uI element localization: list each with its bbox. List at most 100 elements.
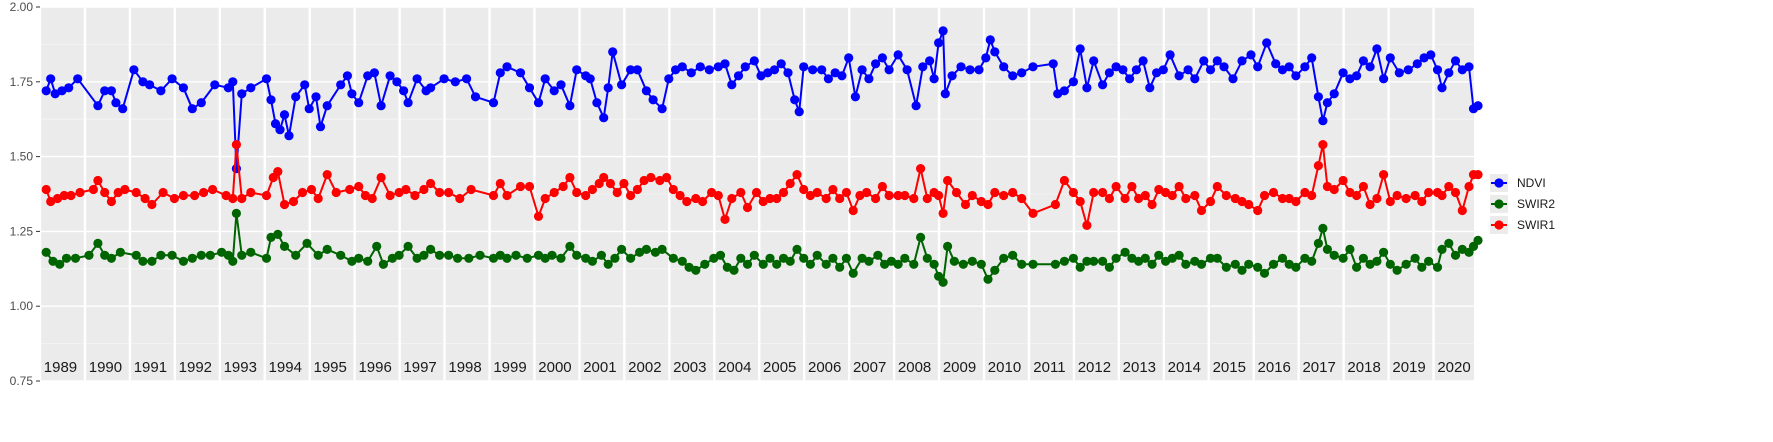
year-label-1990: 1990 [89, 359, 122, 376]
data-point-swir2 [1372, 256, 1382, 266]
data-point-swir1 [572, 187, 582, 198]
data-point-swir1 [533, 211, 544, 221]
data-point-swir1 [147, 199, 157, 210]
data-point-swir1 [785, 178, 795, 189]
data-point-swir1 [778, 187, 789, 198]
data-point-swir1 [587, 184, 598, 195]
data-point-ndvi [776, 59, 786, 69]
data-point-ndvi [1174, 71, 1184, 81]
data-point-ndvi [1068, 77, 1078, 87]
data-point-ndvi [608, 47, 618, 57]
data-point-swir1 [1147, 199, 1157, 210]
data-point-swir2 [749, 250, 759, 260]
data-point-ndvi [1372, 44, 1382, 54]
data-point-ndvi [1237, 56, 1247, 66]
data-point-ndvi [1219, 62, 1229, 72]
data-point-ndvi [626, 65, 636, 75]
year-label-2000: 2000 [538, 359, 571, 376]
data-point-swir1 [1190, 190, 1200, 201]
data-point-ndvi [439, 74, 449, 84]
data-point-swir1 [279, 199, 290, 210]
data-point-ndvi [1008, 71, 1018, 81]
year-label-2008: 2008 [898, 359, 931, 376]
data-point-swir2 [138, 256, 148, 266]
data-point-swir1 [1291, 196, 1301, 207]
data-point-ndvi [246, 83, 256, 93]
data-point-swir2 [758, 259, 768, 269]
data-point-swir1 [466, 184, 476, 195]
data-point-swir1 [990, 187, 1000, 198]
data-point-swir1 [66, 190, 76, 201]
data-point-swir1 [632, 184, 643, 195]
data-point-swir2 [354, 253, 364, 263]
year-label-2014: 2014 [1168, 359, 1201, 376]
data-point-swir2 [772, 259, 782, 269]
legend: NDVI SWIR2 SWIR1 [1483, 168, 1563, 240]
data-point-ndvi [1379, 74, 1389, 84]
data-point-swir1 [410, 190, 420, 201]
year-label-1999: 1999 [493, 359, 526, 376]
data-point-ndvi [981, 53, 991, 63]
data-point-ndvi [426, 83, 436, 93]
data-point-ndvi [106, 86, 116, 96]
data-point-swir2 [929, 259, 939, 269]
data-point-swir2 [909, 259, 919, 269]
data-point-swir2 [394, 250, 404, 260]
data-point-swir1 [720, 214, 730, 224]
data-point-ndvi [533, 98, 544, 108]
data-point-ndvi [592, 98, 602, 108]
data-point-swir1 [41, 184, 51, 195]
data-point-ndvi [790, 95, 800, 105]
data-point-ndvi [129, 65, 139, 75]
data-point-swir2 [587, 256, 598, 266]
data-point-ndvi [311, 92, 321, 102]
data-point-swir1 [140, 193, 150, 204]
data-point-swir2 [900, 253, 910, 263]
data-point-swir2 [603, 259, 613, 269]
data-point-ndvi [1464, 62, 1474, 72]
data-point-swir2 [1392, 265, 1402, 275]
data-point-swir2 [799, 253, 809, 263]
data-point-ndvi [261, 74, 272, 84]
data-point-ndvi [603, 83, 613, 93]
legend-label-swir2: SWIR2 [1517, 197, 1555, 211]
data-point-ndvi [1313, 92, 1323, 102]
data-point-swir1 [960, 199, 971, 210]
data-point-ndvi [918, 62, 928, 72]
data-point-swir2 [785, 256, 795, 266]
data-point-swir2 [848, 268, 858, 278]
data-point-swir1 [1365, 199, 1375, 210]
data-point-ndvi [769, 65, 780, 75]
year-label-2019: 2019 [1392, 359, 1425, 376]
legend-label-swir1: SWIR1 [1517, 218, 1555, 232]
data-point-swir1 [1259, 190, 1270, 201]
data-point-swir2 [841, 253, 852, 263]
year-label-2006: 2006 [808, 359, 841, 376]
data-point-ndvi [1125, 74, 1135, 84]
data-point-ndvi [641, 86, 652, 96]
data-point-swir2 [403, 241, 413, 251]
data-point-swir2 [1379, 247, 1389, 257]
year-label-1997: 1997 [403, 359, 436, 376]
data-point-swir1 [178, 190, 188, 201]
data-point-swir1 [1075, 196, 1085, 207]
data-point-swir2 [1017, 259, 1027, 269]
data-point-ndvi [403, 98, 413, 108]
data-point-ndvi [228, 77, 238, 87]
data-point-swir1 [199, 187, 209, 198]
year-label-1991: 1991 [134, 359, 167, 376]
data-point-ndvi [632, 65, 643, 75]
data-point-ndvi [100, 86, 110, 96]
data-point-swir1 [884, 190, 894, 201]
data-point-swir1 [231, 140, 241, 150]
data-point-swir1 [354, 181, 364, 192]
y-tick-label: 1.75 [10, 75, 34, 89]
data-point-swir1 [322, 170, 332, 180]
data-point-swir2 [246, 247, 256, 257]
data-point-swir2 [147, 256, 157, 266]
year-label-1993: 1993 [224, 359, 257, 376]
data-point-swir2 [1205, 253, 1216, 263]
data-point-swir1 [1008, 187, 1018, 198]
data-point-ndvi [73, 74, 83, 84]
